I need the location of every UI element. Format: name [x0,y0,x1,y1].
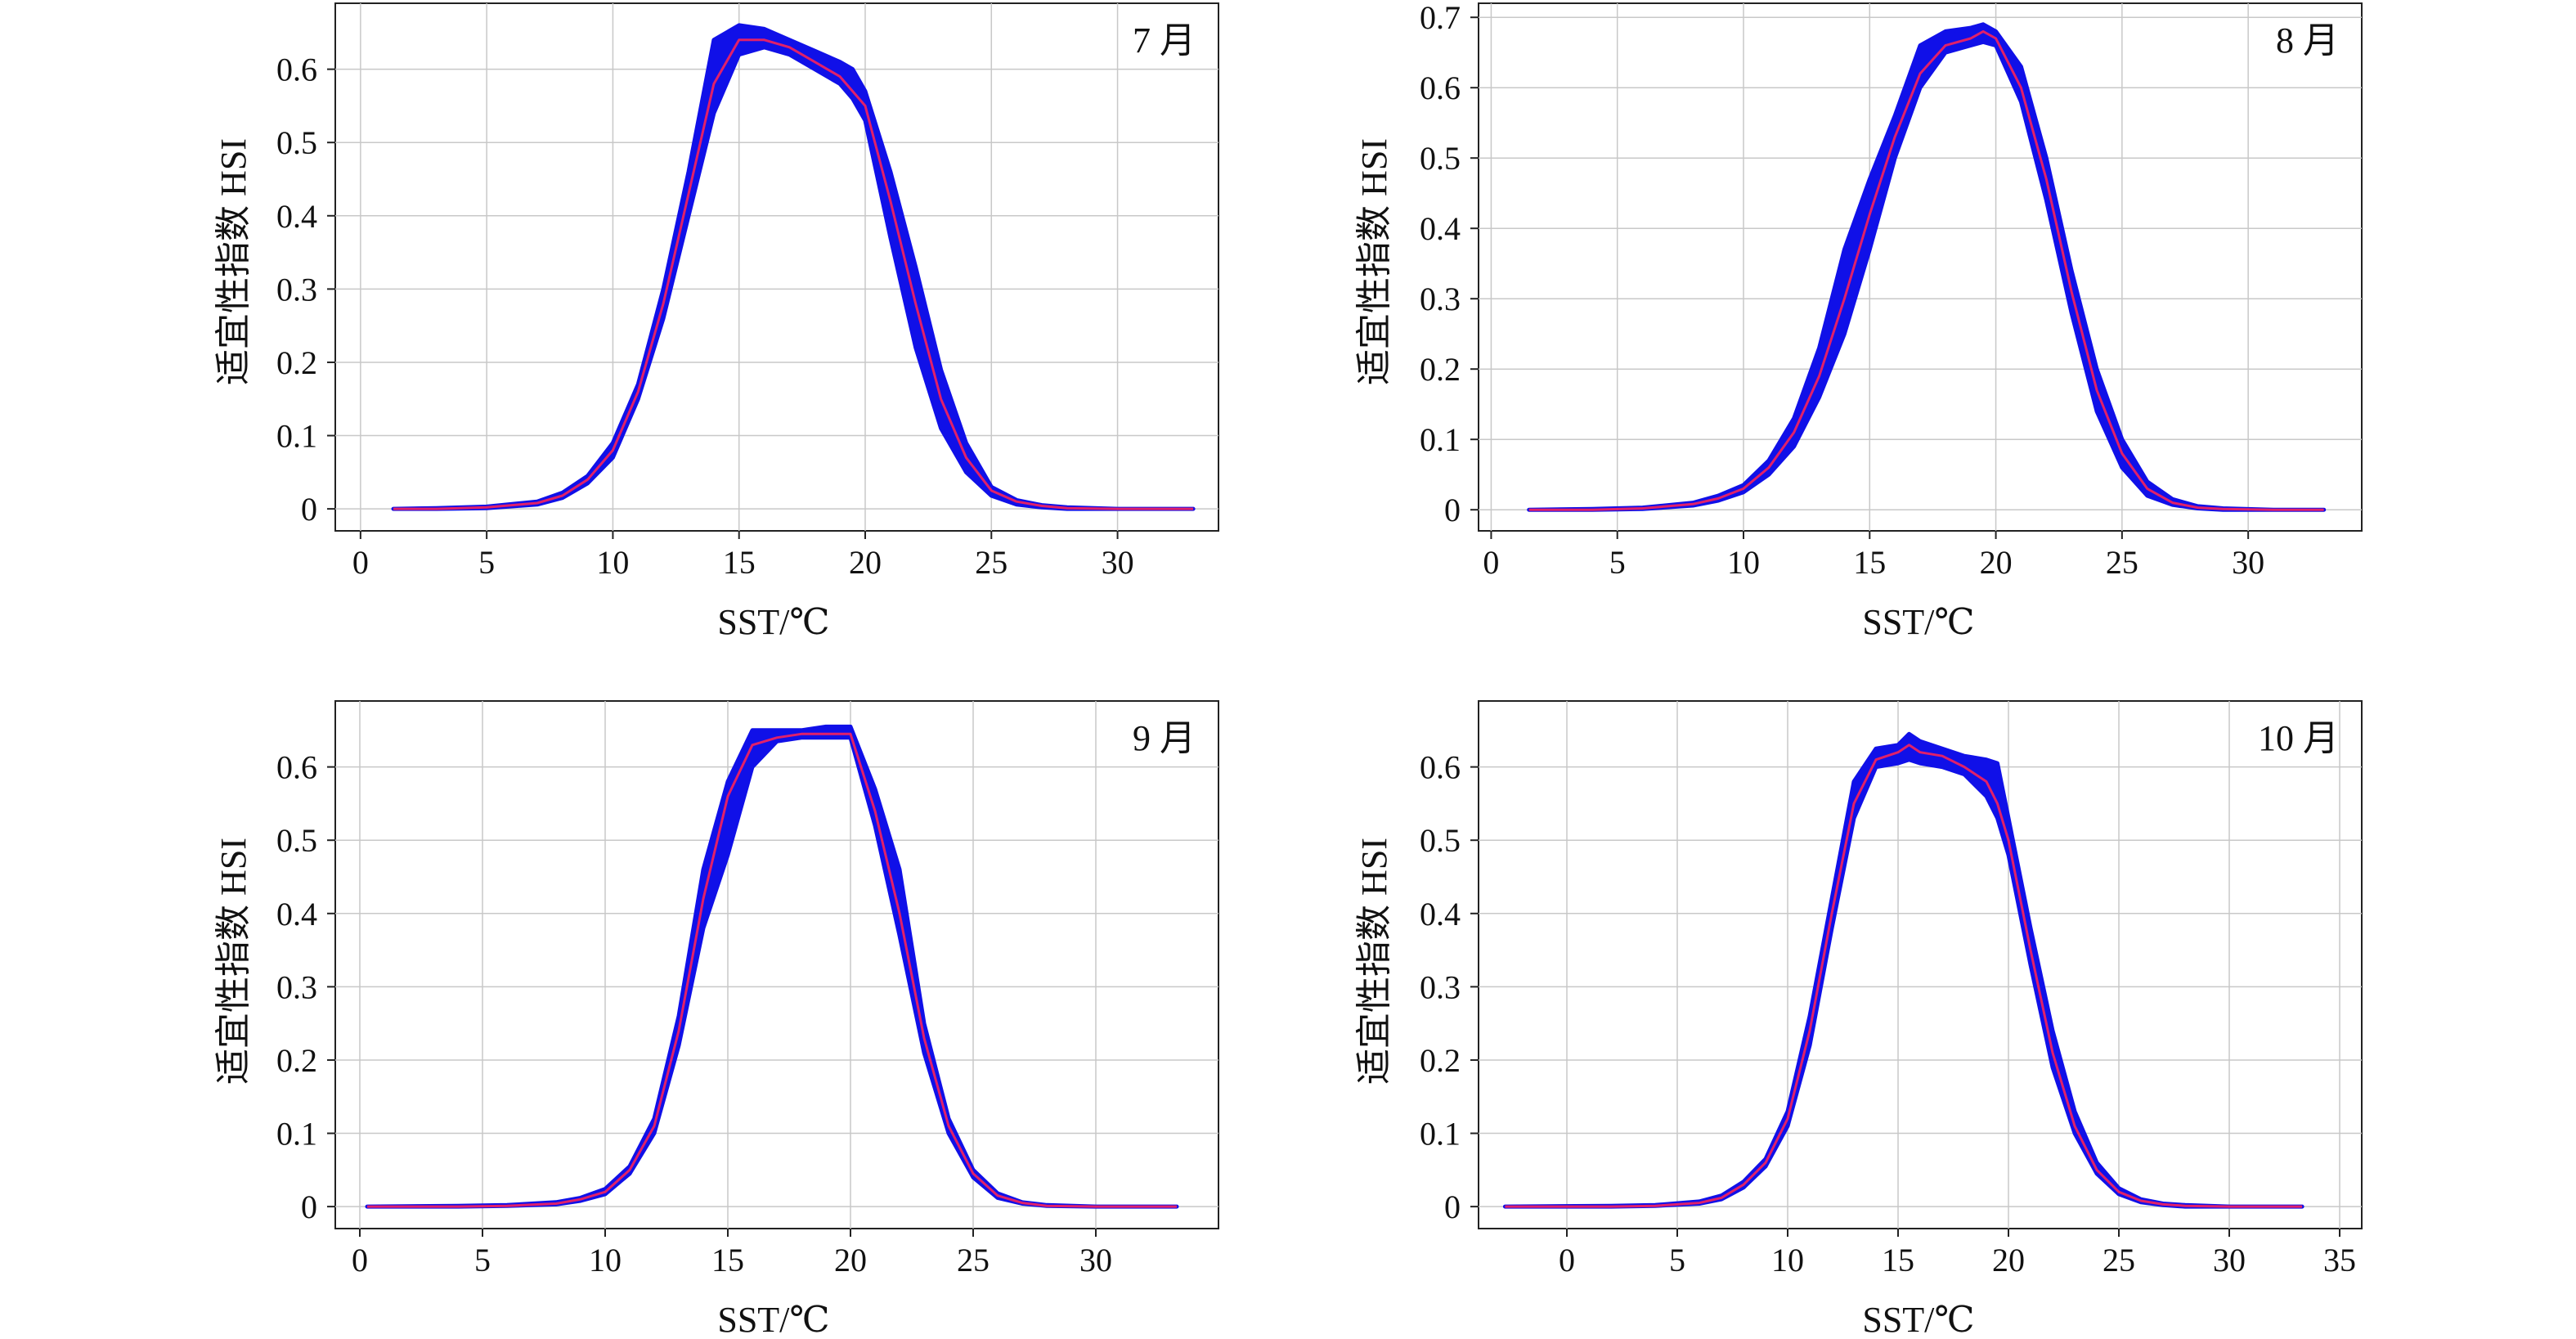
panel-month-label: 9 月 [1133,718,1196,758]
plot-area [1478,700,2363,1229]
x-tick-label: 30 [1102,544,1134,581]
y-tick-label: 0.2 [1420,351,1461,388]
y-axis-label: 适宜性指数 HSI [213,138,254,385]
x-tick-label: 0 [352,1242,368,1278]
x-tick-label: 0 [1483,544,1499,581]
x-tick-label: 15 [723,544,756,581]
x-tick-label: 30 [2213,1242,2246,1278]
x-tick-label: 15 [1882,1242,1914,1278]
y-tick-label: 0.3 [1420,968,1461,1005]
y-axis-label: 适宜性指数 HSI [213,838,254,1085]
mean-line [1505,744,2303,1208]
y-tick-label: 0.6 [1420,749,1461,786]
y-tick-label: 0.5 [276,124,317,161]
x-tick-label: 10 [1727,544,1760,581]
chart-panel-august: 适宜性指数 HSI SST/℃ 0 5 10 15 20 25 30 0 0.1 0.2 0.3 0.… [1354,0,2363,642]
x-tick-label: 10 [1771,1242,1804,1278]
x-tick-label: 30 [2232,544,2264,581]
plot-area [334,700,1219,1229]
x-tick-label: 30 [1079,1242,1112,1278]
y-tick-label: 0.2 [1420,1042,1461,1079]
x-tick-label: 25 [2106,544,2138,581]
chart-panel-september: 适宜性指数 HSI SST/℃ 0 5 10 15 20 25 30 0 0.1 0.2 0.3 0.… [213,700,1219,1339]
x-tick-label: 15 [711,1242,744,1278]
y-tick-label: 0.4 [1420,210,1461,247]
y-tick-label: 0.4 [276,198,317,235]
x-axis-label: SST/℃ [717,1300,829,1339]
y-tick-label: 0 [1444,1188,1461,1225]
x-tick-label: 20 [834,1242,867,1278]
y-tick-label: 0.6 [276,749,317,786]
y-tick-label: 0 [301,491,317,528]
x-tick-label: 20 [849,544,882,581]
y-tick-label: 0.1 [1420,1116,1461,1153]
x-tick-label: 5 [1669,1242,1685,1278]
x-axis-label: SST/℃ [717,602,829,642]
mean-line [393,38,1194,510]
y-tick-label: 0 [1444,492,1461,528]
y-tick-label: 0.1 [276,418,317,455]
x-axis-label: SST/℃ [1862,602,1974,642]
y-tick-label: 0.5 [1420,140,1461,177]
y-tick-label: 0.1 [276,1116,317,1153]
panel-month-label: 7 月 [1133,20,1196,61]
x-tick-label: 25 [975,544,1008,581]
x-tick-label: 20 [1980,544,2013,581]
x-axis-label: SST/℃ [1862,1300,1974,1339]
y-axis-label: 适宜性指数 HSI [1354,838,1394,1085]
panel-month-label: 8 月 [2276,20,2339,61]
y-tick-label: 0.6 [1420,70,1461,106]
mean-line [1528,29,2324,511]
chart-panel-october: 适宜性指数 HSI SST/℃ 0 5 10 15 20 25 30 35 0 0.1 0.2 0.3… [1354,700,2363,1339]
y-tick-label: 0.2 [276,344,317,381]
x-tick-label: 10 [589,1242,622,1278]
x-tick-label: 0 [352,544,369,581]
x-tick-label: 5 [474,1242,491,1278]
y-tick-label: 0.2 [276,1042,317,1079]
panel-month-label: 10 月 [2258,718,2339,758]
x-tick-label: 20 [1992,1242,2025,1278]
mean-line [367,732,1177,1208]
y-tick-label: 0.4 [276,896,317,932]
x-tick-label: 25 [2103,1242,2135,1278]
y-tick-label: 0.7 [1420,0,1461,36]
y-tick-label: 0.3 [1420,281,1461,317]
y-tick-label: 0.3 [276,968,317,1005]
plot-area [334,2,1219,532]
x-tick-label: 5 [478,544,495,581]
y-tick-label: 0.6 [276,52,317,88]
x-tick-label: 10 [596,544,629,581]
y-axis-label: 适宜性指数 HSI [1354,138,1394,385]
y-tick-label: 0.3 [276,271,317,308]
y-tick-label: 0.1 [1420,421,1461,458]
y-tick-label: 0.4 [1420,896,1461,932]
x-tick-label: 25 [957,1242,990,1278]
x-tick-label: 5 [1609,544,1626,581]
y-tick-label: 0 [301,1188,317,1225]
chart-panel-july: 适宜性指数 HSI SST/℃ 0 5 10 15 20 25 30 0 0.1 0.2 0.3 0.… [213,2,1219,642]
x-tick-label: 0 [1559,1242,1575,1278]
y-tick-label: 0.5 [276,822,317,859]
y-tick-label: 0.5 [1420,822,1461,859]
x-tick-label: 35 [2323,1242,2356,1278]
x-tick-label: 15 [1853,544,1886,581]
